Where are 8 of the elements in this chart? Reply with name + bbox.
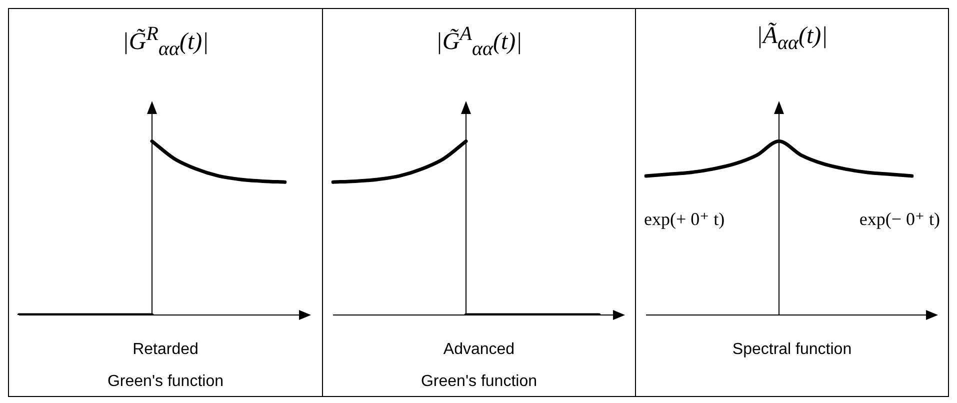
y-axis-title: |G̃$^{A}$$_{αα}$(t)| <box>434 23 524 61</box>
annotation: exp(− 0⁺ t) <box>859 209 940 230</box>
y-axis-title: |G̃$^{R}$$_{αα}$(t)| <box>121 23 210 61</box>
text: Spectral function <box>731 340 853 360</box>
text: Advanced Green's function <box>420 340 538 392</box>
annotation: exp(+ 0⁺ t) <box>644 209 725 230</box>
text: Retarded Green's function <box>106 340 224 392</box>
y-axis-title: |Ã$_{αα}$(t)| <box>755 23 829 55</box>
